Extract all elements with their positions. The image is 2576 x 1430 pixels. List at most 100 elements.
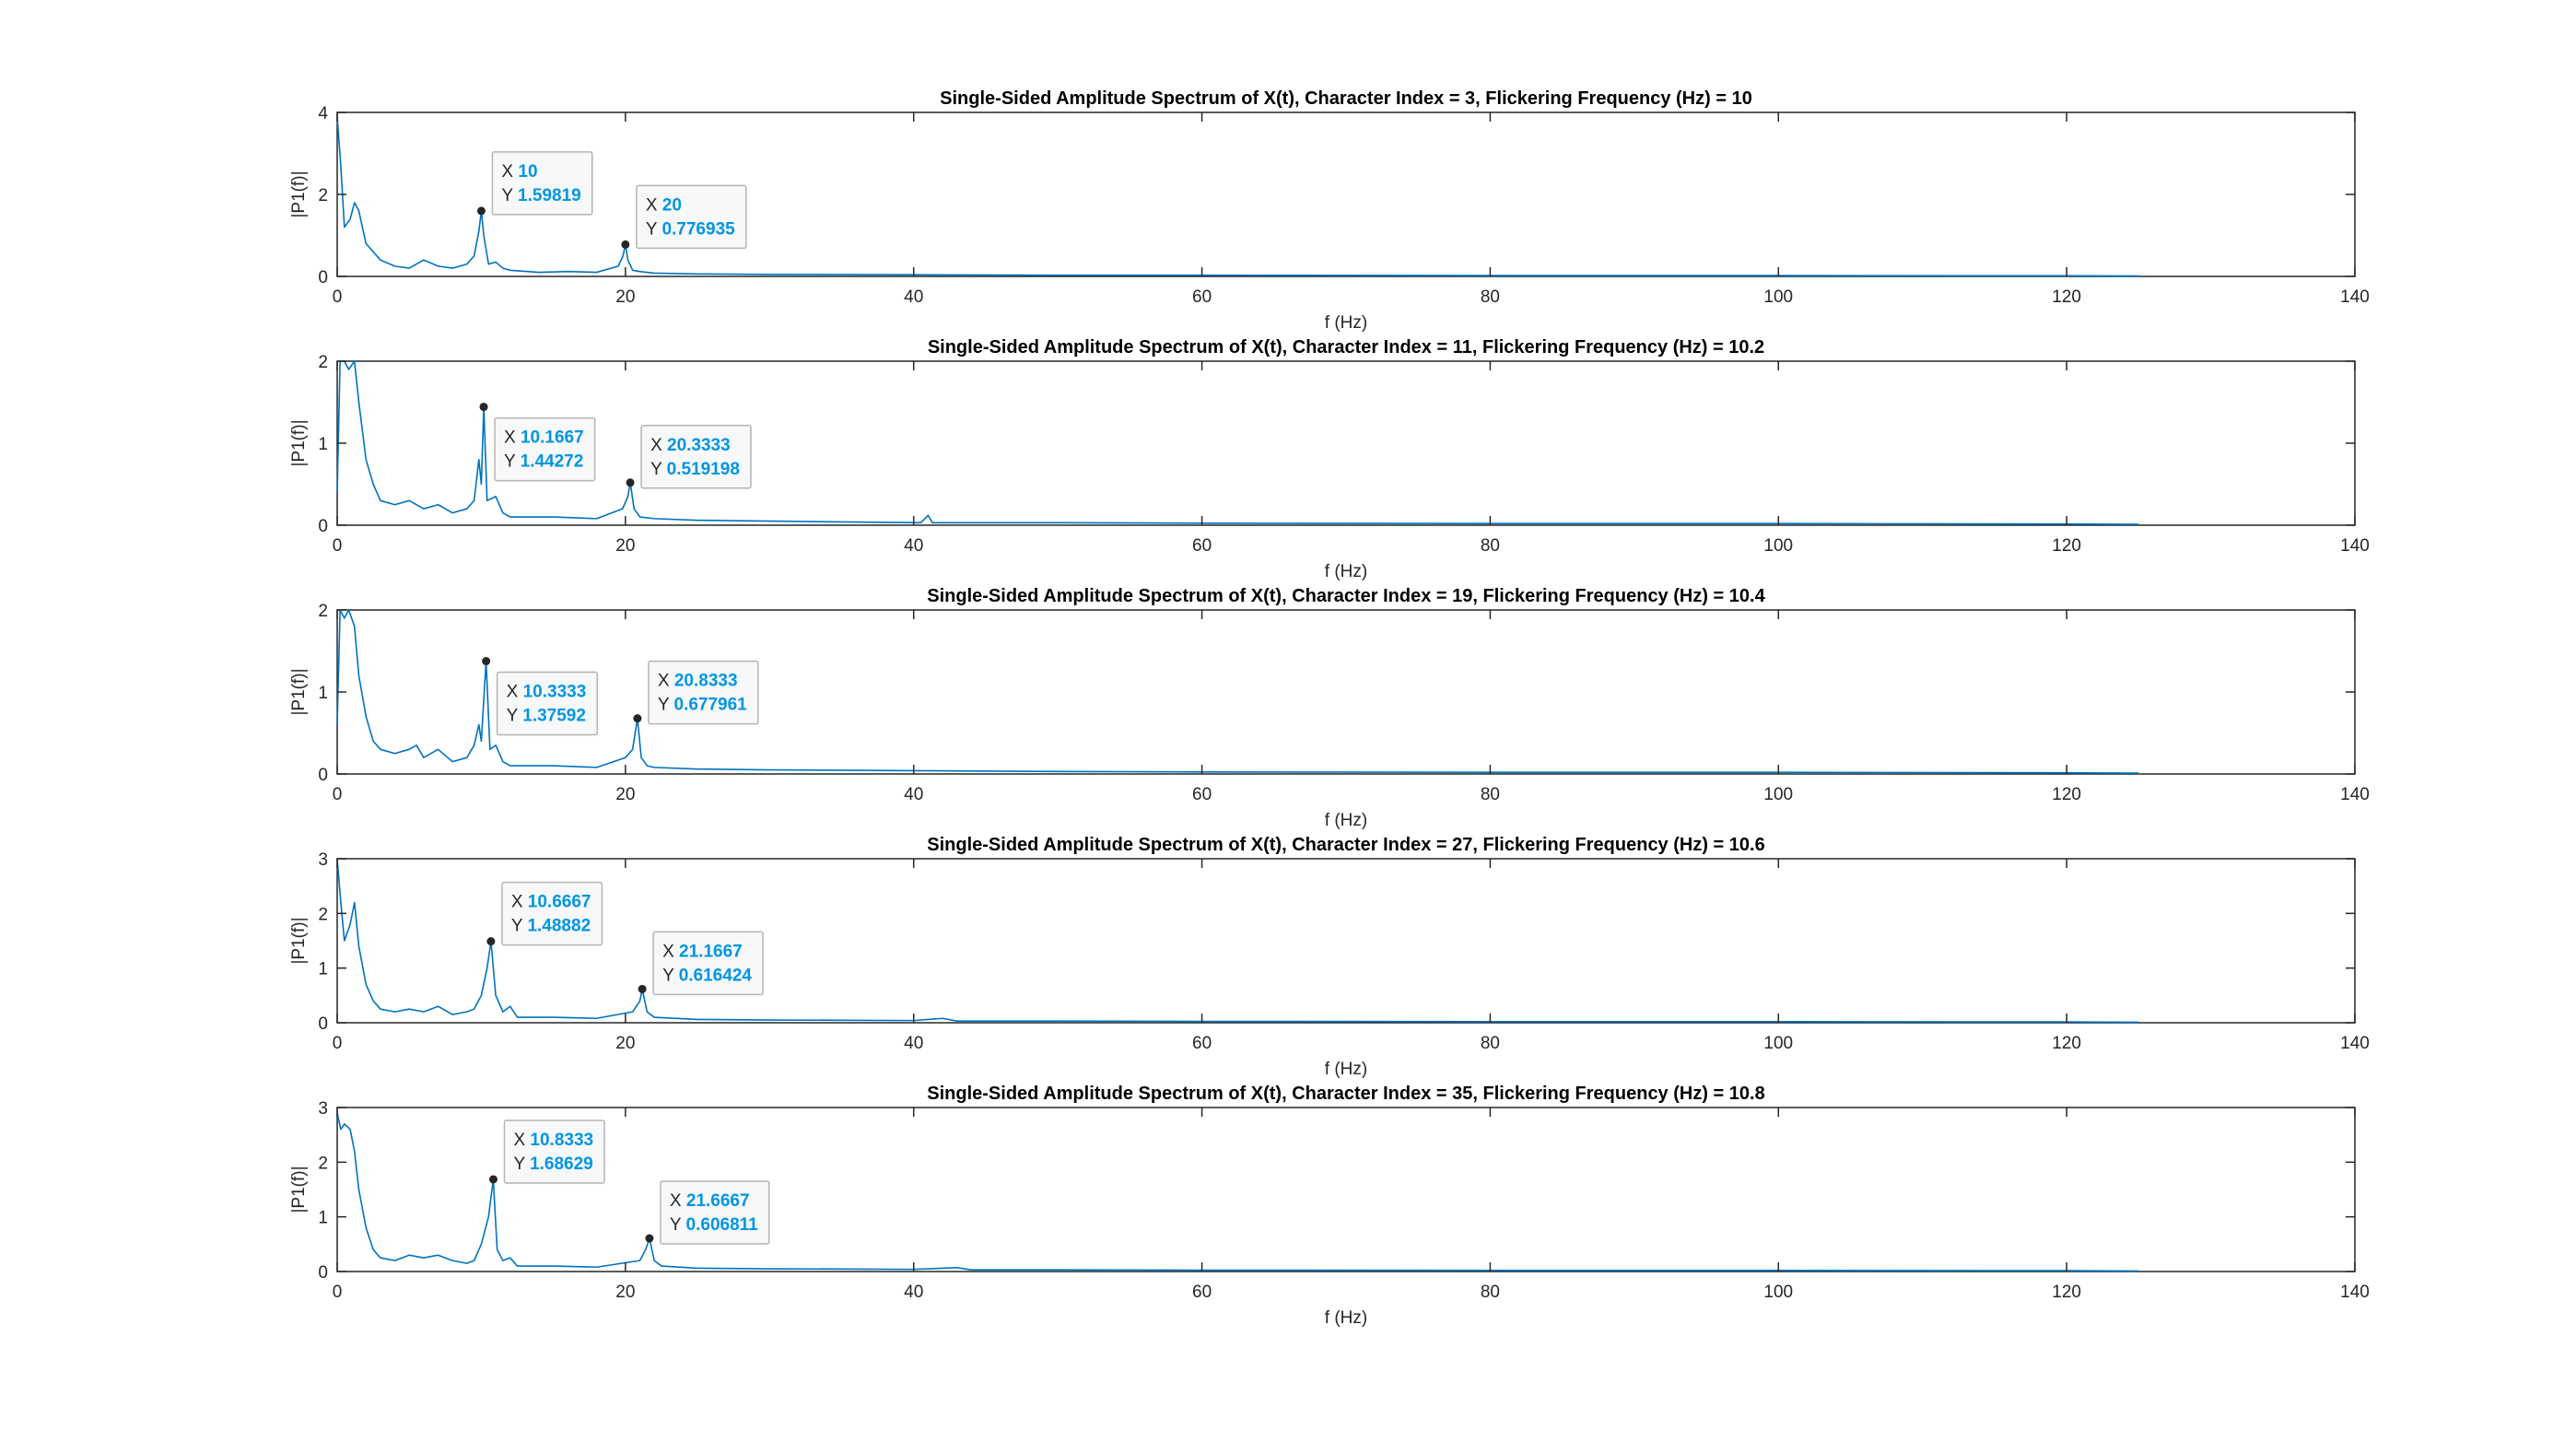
datatip-y-value: 0.776935: [662, 219, 735, 239]
x-tick-label: 0: [333, 536, 343, 556]
datatip-marker: [482, 657, 491, 666]
chart-title: Single-Sided Amplitude Spectrum of X(t),…: [928, 337, 1764, 358]
y-tick-label: 4: [318, 104, 328, 123]
y-tick-label: 2: [318, 186, 328, 205]
datatip-y-row: Y 1.59819: [501, 186, 580, 205]
datatip-marker: [645, 1234, 654, 1243]
datatip-x-value: 20.8333: [674, 672, 738, 691]
x-tick-label: 40: [904, 287, 923, 307]
x-tick-label: 120: [2052, 287, 2081, 307]
x-tick-label: 80: [1481, 287, 1500, 307]
y-tick-label: 2: [318, 353, 328, 372]
datatip-y-value: 1.59819: [518, 186, 581, 205]
datatip-y-label: Y: [658, 696, 674, 715]
x-tick-label: 20: [615, 287, 635, 307]
chart-title: Single-Sided Amplitude Spectrum of X(t),…: [927, 586, 1765, 606]
datatip-y-row: Y 0.776935: [646, 219, 735, 239]
datatip-x-label: X: [670, 1191, 686, 1211]
y-tick-label: 1: [318, 435, 328, 454]
datatip-x-label: X: [646, 195, 662, 215]
x-tick-label: 0: [333, 1034, 343, 1053]
y-tick-label: 1: [318, 960, 328, 979]
datatip-x-label: X: [650, 436, 667, 455]
datatip-y-label: Y: [662, 966, 679, 985]
datatip-x-label: X: [507, 683, 523, 702]
x-tick-label: 0: [333, 1283, 343, 1302]
datatip-marker: [626, 478, 635, 487]
x-tick-label: 140: [2340, 1283, 2370, 1302]
y-tick-label: 0: [318, 1014, 328, 1034]
datatip: X 20 Y 0.776935: [621, 184, 747, 250]
datatip-x-label: X: [511, 893, 528, 912]
datatip-y-label: Y: [646, 219, 662, 239]
datatip-box: [648, 660, 759, 725]
datatip-box: [640, 425, 752, 489]
datatip-box: [503, 1119, 605, 1184]
chart-title: Single-Sided Amplitude Spectrum of X(t),…: [927, 835, 1764, 855]
datatip-y-row: Y 1.44272: [504, 452, 583, 472]
datatip-x-row: X 10.1667: [504, 428, 584, 448]
datatip-marker: [621, 240, 630, 249]
y-tick-label: 2: [318, 905, 328, 924]
datatip-x-row: X 20: [646, 195, 682, 215]
datatip-y-label: Y: [511, 917, 528, 936]
x-tick-label: 140: [2340, 785, 2370, 804]
datatip-marker: [476, 206, 486, 216]
subplot-4: 0 20 40 60 80 100 120 140 0 1 2 3 Single-Sided Ampli…: [289, 835, 2370, 1079]
x-tick-label: 40: [904, 1283, 923, 1302]
datatip-marker: [486, 937, 496, 946]
datatip-marker: [488, 1175, 498, 1184]
datatip-x-value: 10: [518, 162, 537, 182]
y-tick-label: 0: [318, 268, 328, 287]
x-axis-label: f (Hz): [1325, 1060, 1367, 1079]
datatip-y-value: 0.677961: [674, 696, 748, 715]
datatip-y-value: 1.48882: [527, 917, 591, 936]
y-tick-label: 2: [318, 1154, 328, 1173]
datatip-y-row: Y 0.616424: [662, 966, 752, 985]
chart-title: Single-Sided Amplitude Spectrum of X(t),…: [940, 88, 1752, 109]
datatip-box: [652, 931, 764, 996]
datatip-x-label: X: [658, 672, 674, 691]
subplot-3: 0 20 40 60 80 100 120 140 0 1 2 Single-Sided Amplit…: [289, 586, 2370, 830]
spectrum-line: [336, 360, 2139, 525]
x-tick-label: 20: [615, 536, 635, 556]
x-tick-label: 140: [2340, 1034, 2370, 1053]
x-tick-label: 140: [2340, 536, 2370, 556]
datatip-x-row: X 10.3333: [507, 683, 587, 702]
y-axis-label: |P1(f)|: [289, 668, 309, 715]
datatip-x-label: X: [513, 1131, 530, 1150]
datatip: X 10.1667 Y 1.44272: [479, 403, 596, 482]
y-tick-label: 0: [318, 517, 328, 536]
x-tick-label: 40: [904, 1034, 923, 1053]
datatip-x-value: 20.3333: [667, 436, 731, 455]
y-tick-label: 0: [318, 1263, 328, 1283]
datatip-box: [636, 184, 747, 250]
datatip-marker: [479, 403, 488, 412]
datatip: X 10 Y 1.59819: [476, 151, 593, 216]
x-tick-label: 40: [904, 785, 923, 804]
x-tick-label: 60: [1192, 536, 1212, 556]
subplot-2: 0 20 40 60 80 100 120 140 0 1 2 Single-Sided Amplit…: [289, 337, 2370, 581]
datatip-marker: [638, 984, 647, 993]
datatip-x-row: X 20.8333: [658, 672, 738, 691]
x-tick-label: 100: [1763, 1034, 1793, 1053]
x-tick-label: 40: [904, 536, 923, 556]
subplot-1: 0 20 40 60 80 100 120 140 0 2 4 Single-Sided Amplit…: [289, 88, 2370, 333]
axes-box: [336, 1107, 2356, 1272]
datatip-x-label: X: [501, 162, 518, 182]
x-tick-label: 80: [1481, 785, 1500, 804]
datatip-x-value: 10.6667: [528, 893, 591, 912]
x-tick-label: 0: [333, 785, 343, 804]
datatip-y-row: Y 0.606811: [670, 1215, 758, 1235]
spectrum-line: [336, 858, 2139, 1024]
datatip-y-row: Y 0.519198: [650, 460, 740, 479]
datatip-y-value: 1.68629: [530, 1155, 593, 1174]
x-tick-label: 20: [615, 1034, 635, 1053]
x-axis-label: f (Hz): [1325, 313, 1367, 333]
datatip-box: [491, 151, 593, 216]
datatip-box: [501, 881, 603, 946]
